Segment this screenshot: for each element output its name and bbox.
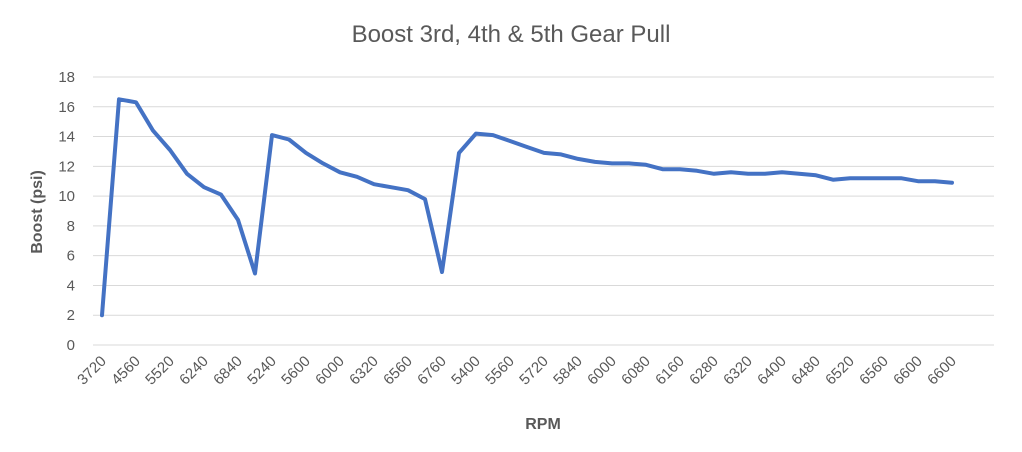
gridlines: [93, 76, 994, 346]
x-tick-label: 6080: [618, 353, 654, 389]
y-tick-label: 16: [58, 99, 75, 116]
y-tick-label: 2: [67, 307, 75, 324]
chart-title: Boost 3rd, 4th & 5th Gear Pull: [352, 21, 671, 48]
y-tick-label: 14: [58, 129, 75, 146]
x-tick-label: 6600: [890, 353, 926, 389]
y-axis-label: Boost (psi): [29, 170, 46, 254]
x-tick-label: 4560: [108, 353, 144, 389]
x-axis-ticks: 3720456055206240684052405600600063206560…: [74, 353, 960, 389]
x-tick-label: 6480: [788, 353, 824, 389]
x-tick-label: 5520: [142, 353, 178, 389]
x-tick-label: 6280: [686, 353, 722, 389]
x-tick-label: 5240: [244, 353, 280, 389]
x-tick-label: 5720: [516, 353, 552, 389]
x-tick-label: 6840: [210, 353, 246, 389]
y-tick-label: 8: [67, 218, 75, 235]
x-tick-label: 3720: [74, 353, 110, 389]
x-tick-label: 5560: [482, 353, 518, 389]
x-tick-label: 5400: [448, 353, 484, 389]
x-axis-label: RPM: [525, 416, 561, 433]
x-tick-label: 5840: [550, 353, 586, 389]
x-tick-label: 6240: [176, 353, 212, 389]
x-tick-label: 6400: [754, 353, 790, 389]
x-tick-label: 6160: [652, 353, 688, 389]
x-tick-label: 6760: [414, 353, 450, 389]
y-tick-label: 10: [58, 188, 75, 205]
x-tick-label: 6320: [720, 353, 756, 389]
x-tick-label: 6320: [346, 353, 382, 389]
boost-series-line: [100, 97, 954, 318]
y-tick-label: 12: [58, 158, 75, 175]
y-tick-label: 0: [67, 337, 75, 354]
y-tick-label: 18: [58, 69, 75, 86]
y-axis-ticks: 0 2 4 6 8 10 12 14 16 18: [58, 69, 75, 354]
x-tick-label: 6000: [312, 353, 348, 389]
x-tick-label: 6520: [822, 353, 858, 389]
x-tick-label: 6560: [380, 353, 416, 389]
x-tick-label: 6600: [924, 353, 960, 389]
y-tick-label: 4: [67, 277, 75, 294]
x-tick-label: 6000: [584, 353, 620, 389]
y-tick-label: 6: [67, 248, 75, 265]
x-tick-label: 6560: [856, 353, 892, 389]
x-tick-label: 5600: [278, 353, 314, 389]
